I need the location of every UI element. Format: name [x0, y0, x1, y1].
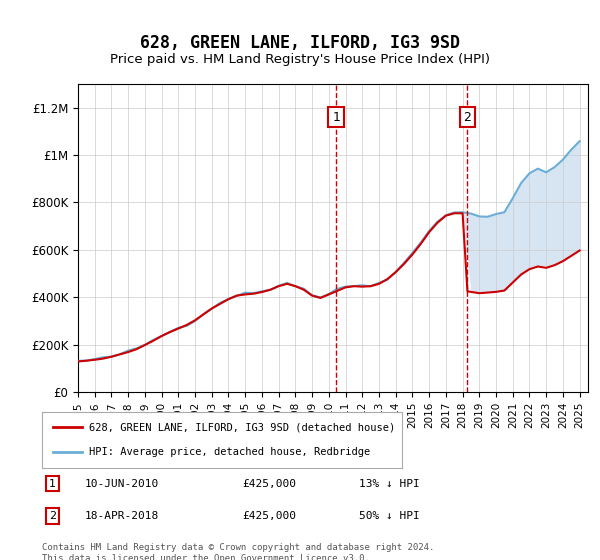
Text: 10-JUN-2010: 10-JUN-2010 [84, 479, 158, 489]
Text: 628, GREEN LANE, ILFORD, IG3 9SD (detached house): 628, GREEN LANE, ILFORD, IG3 9SD (detach… [89, 422, 395, 432]
Text: HPI: Average price, detached house, Redbridge: HPI: Average price, detached house, Redb… [89, 447, 370, 457]
Text: 2: 2 [464, 111, 472, 124]
Text: 1: 1 [332, 111, 340, 124]
Text: 1: 1 [49, 479, 56, 489]
Text: £425,000: £425,000 [242, 511, 296, 521]
Text: 13% ↓ HPI: 13% ↓ HPI [359, 479, 419, 489]
Text: 50% ↓ HPI: 50% ↓ HPI [359, 511, 419, 521]
Text: £425,000: £425,000 [242, 479, 296, 489]
Text: Contains HM Land Registry data © Crown copyright and database right 2024.
This d: Contains HM Land Registry data © Crown c… [42, 543, 434, 560]
Text: 18-APR-2018: 18-APR-2018 [84, 511, 158, 521]
Text: Price paid vs. HM Land Registry's House Price Index (HPI): Price paid vs. HM Land Registry's House … [110, 53, 490, 66]
Text: 628, GREEN LANE, ILFORD, IG3 9SD: 628, GREEN LANE, ILFORD, IG3 9SD [140, 34, 460, 52]
Text: 2: 2 [49, 511, 56, 521]
